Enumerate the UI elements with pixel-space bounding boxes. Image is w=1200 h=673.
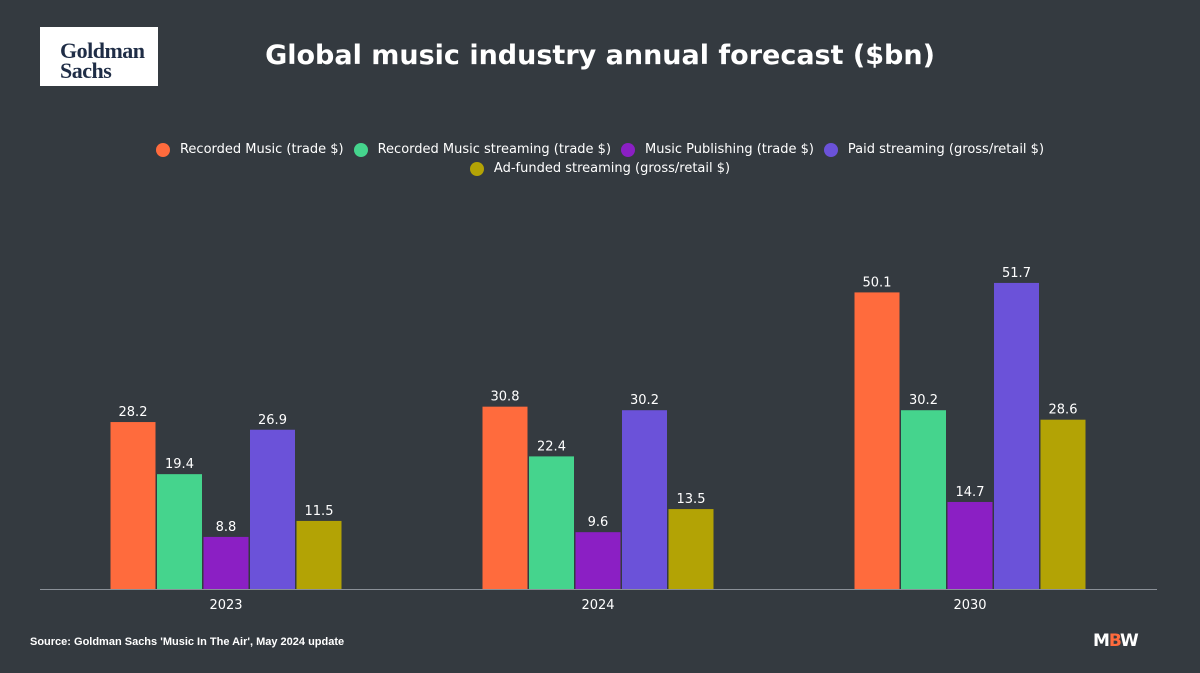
bar[interactable] [901,410,946,589]
source-note: Source: Goldman Sachs 'Music In The Air'… [30,636,345,648]
goldman-sachs-logo: Goldman Sachs [40,27,158,86]
logo-line-1: Goldman [60,38,145,63]
legend-label: Music Publishing (trade $) [645,142,814,157]
legend-label: Paid streaming (gross/retail $) [847,142,1045,157]
bar[interactable] [947,501,993,589]
legend-item[interactable]: Music Publishing (trade $) [621,142,814,157]
bar[interactable] [529,456,574,589]
data-label: 11.5 [305,504,334,519]
data-label: 30.8 [491,390,520,405]
data-label: 28.6 [1049,403,1078,418]
legend-swatch [353,142,368,157]
bar[interactable] [482,406,528,589]
mbw-letter-b: B [1108,631,1121,651]
legend-item[interactable]: Recorded Music streaming (trade $) [353,142,612,157]
data-label: 14.7 [956,485,985,500]
data-label: 13.5 [677,492,706,507]
data-label: 30.2 [630,393,659,408]
mbw-letter-w: W [1119,631,1139,651]
chart-legend: Recorded Music (trade $) Recorded Music s… [100,142,1100,176]
data-label: 30.2 [909,393,938,408]
bar[interactable] [575,532,621,589]
bar[interactable] [622,410,667,589]
data-label: 28.2 [119,405,148,420]
data-label: 50.1 [863,275,892,290]
mbw-logo: MBW [1093,631,1139,651]
legend-label: Ad-funded streaming (gross/retail $) [493,161,731,176]
bar[interactable] [110,422,156,589]
legend-item[interactable]: Paid streaming (gross/retail $) [823,142,1045,157]
data-label: 26.9 [258,413,287,428]
legend-swatch [621,142,636,157]
data-label: 9.6 [588,515,609,530]
logo-line-2: Sachs [60,58,112,83]
legend-swatch [823,142,838,157]
bar[interactable] [157,474,202,589]
bar[interactable] [854,292,900,589]
legend-item[interactable]: Recorded Music (trade $) [155,142,344,157]
bar[interactable] [668,509,714,589]
legend-label: Recorded Music streaming (trade $) [377,142,612,157]
chart-title: Global music industry annual forecast ($… [265,40,935,71]
bar[interactable] [203,536,249,589]
x-tick-label: 2024 [581,598,614,613]
legend-item[interactable]: Ad-funded streaming (gross/retail $) [469,161,731,176]
x-tick-label: 2023 [209,598,242,613]
mbw-letter-m: M [1093,631,1110,651]
legend-swatch [469,161,484,176]
data-label: 8.8 [216,520,237,535]
x-tick-label: 2030 [953,598,986,613]
legend-swatch [155,142,170,157]
bar[interactable] [994,282,1039,589]
bar[interactable] [1040,419,1086,589]
legend-label: Recorded Music (trade $) [179,142,344,157]
data-label: 22.4 [537,439,566,454]
data-label: 19.4 [165,457,194,472]
data-label: 51.7 [1002,266,1031,281]
bar[interactable] [296,520,342,589]
bar[interactable] [250,429,295,589]
